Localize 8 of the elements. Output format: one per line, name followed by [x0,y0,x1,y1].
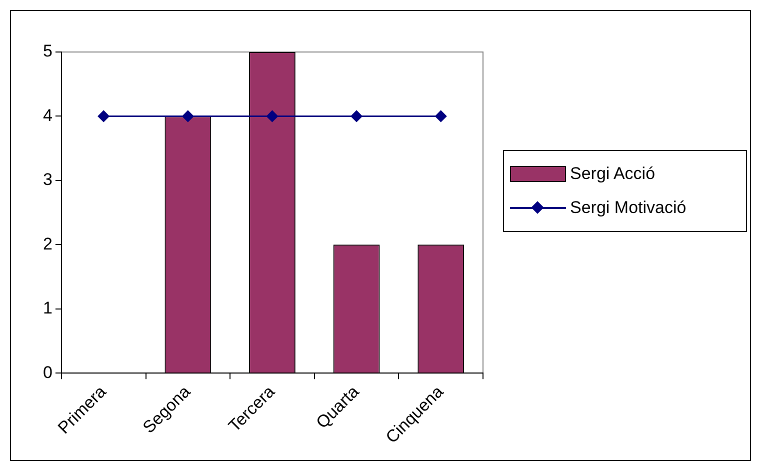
y-tick-label: 0 [42,362,52,382]
y-tick-label: 5 [42,42,52,61]
y-tick-label: 4 [42,106,52,125]
y-tick-label: 3 [42,170,52,190]
y-tick-label: 1 [42,298,52,318]
y-tick-label: 2 [42,234,52,254]
legend-label: Sergi Acció [570,164,656,184]
legend-label: Sergi Motivació [570,198,686,218]
